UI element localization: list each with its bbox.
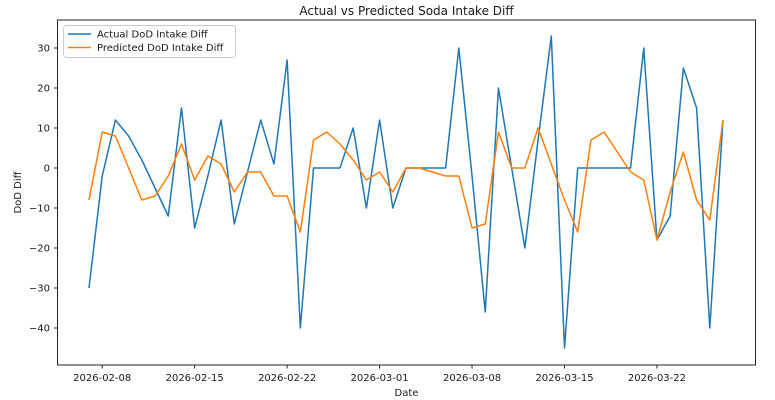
legend-label-actual: Actual DoD Intake Diff bbox=[97, 30, 209, 41]
series-line-predicted bbox=[88, 119, 724, 241]
x-tick-label: 2026-02-08 bbox=[73, 373, 131, 384]
plot-area bbox=[57, 20, 756, 365]
y-tick-label: −20 bbox=[29, 244, 50, 255]
y-tick-label: 30 bbox=[37, 44, 50, 55]
y-tick-label: −40 bbox=[29, 324, 50, 335]
x-tick-label: 2026-02-15 bbox=[166, 373, 224, 384]
x-tick-label: 2026-03-22 bbox=[628, 373, 686, 384]
y-tick-label: −30 bbox=[29, 284, 50, 295]
x-axis-ticks: 2026-02-08 2026-02-15 2026-02-22 2026-03-01… bbox=[73, 365, 686, 384]
y-axis-ticks: 30 20 10 0 −10 −20 −30 −40 bbox=[29, 44, 58, 335]
y-tick-label: 0 bbox=[44, 164, 50, 175]
legend-box bbox=[63, 25, 236, 58]
y-tick-label: −10 bbox=[29, 204, 50, 215]
legend: Actual DoD Intake Diff Predicted DoD Int… bbox=[63, 25, 236, 58]
plot-border bbox=[57, 19, 756, 366]
x-axis-label: Date bbox=[395, 388, 419, 399]
y-axis-label: DoD Diff bbox=[13, 170, 24, 213]
y-tick-label: 10 bbox=[37, 124, 50, 135]
x-tick-label: 2026-03-01 bbox=[351, 373, 409, 384]
legend-label-predicted: Predicted DoD Intake Diff bbox=[97, 43, 224, 54]
chart-title: Actual vs Predicted Soda Intake Diff bbox=[299, 4, 514, 18]
y-tick-label: 20 bbox=[37, 84, 50, 95]
data-series-lines bbox=[88, 35, 724, 349]
x-tick-label: 2026-03-15 bbox=[535, 373, 593, 384]
x-tick-label: 2026-03-08 bbox=[443, 373, 501, 384]
x-tick-label: 2026-02-22 bbox=[258, 373, 316, 384]
